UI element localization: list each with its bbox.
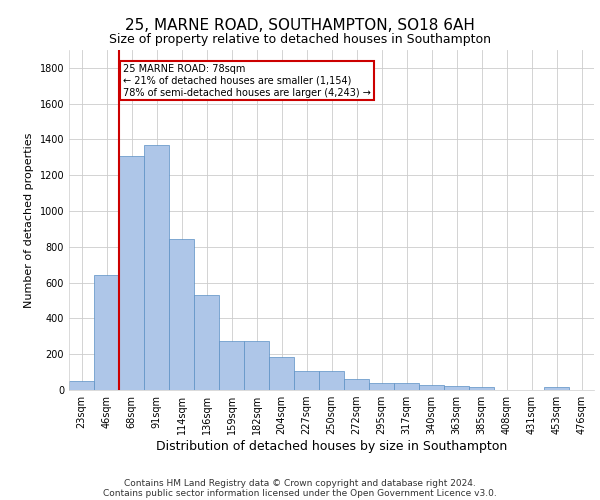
Bar bbox=[369, 383, 394, 390]
Bar bbox=[544, 388, 569, 390]
Bar bbox=[144, 145, 169, 390]
Bar bbox=[419, 384, 444, 390]
X-axis label: Distribution of detached houses by size in Southampton: Distribution of detached houses by size … bbox=[156, 440, 507, 453]
Text: 25 MARNE ROAD: 78sqm
← 21% of detached houses are smaller (1,154)
78% of semi-de: 25 MARNE ROAD: 78sqm ← 21% of detached h… bbox=[123, 64, 371, 98]
Bar bbox=[394, 383, 419, 390]
Bar bbox=[94, 276, 119, 390]
Bar bbox=[469, 388, 494, 390]
Bar bbox=[244, 341, 269, 390]
Bar bbox=[444, 386, 469, 390]
Bar bbox=[269, 357, 294, 390]
Bar bbox=[194, 295, 219, 390]
Bar bbox=[319, 371, 344, 390]
Text: Contains HM Land Registry data © Crown copyright and database right 2024.: Contains HM Land Registry data © Crown c… bbox=[124, 478, 476, 488]
Bar bbox=[69, 381, 94, 390]
Bar bbox=[219, 341, 244, 390]
Bar bbox=[294, 371, 319, 390]
Text: 25, MARNE ROAD, SOUTHAMPTON, SO18 6AH: 25, MARNE ROAD, SOUTHAMPTON, SO18 6AH bbox=[125, 18, 475, 32]
Bar bbox=[119, 156, 144, 390]
Bar bbox=[344, 380, 369, 390]
Y-axis label: Number of detached properties: Number of detached properties bbox=[24, 132, 34, 308]
Bar bbox=[169, 239, 194, 390]
Text: Contains public sector information licensed under the Open Government Licence v3: Contains public sector information licen… bbox=[103, 488, 497, 498]
Text: Size of property relative to detached houses in Southampton: Size of property relative to detached ho… bbox=[109, 32, 491, 46]
